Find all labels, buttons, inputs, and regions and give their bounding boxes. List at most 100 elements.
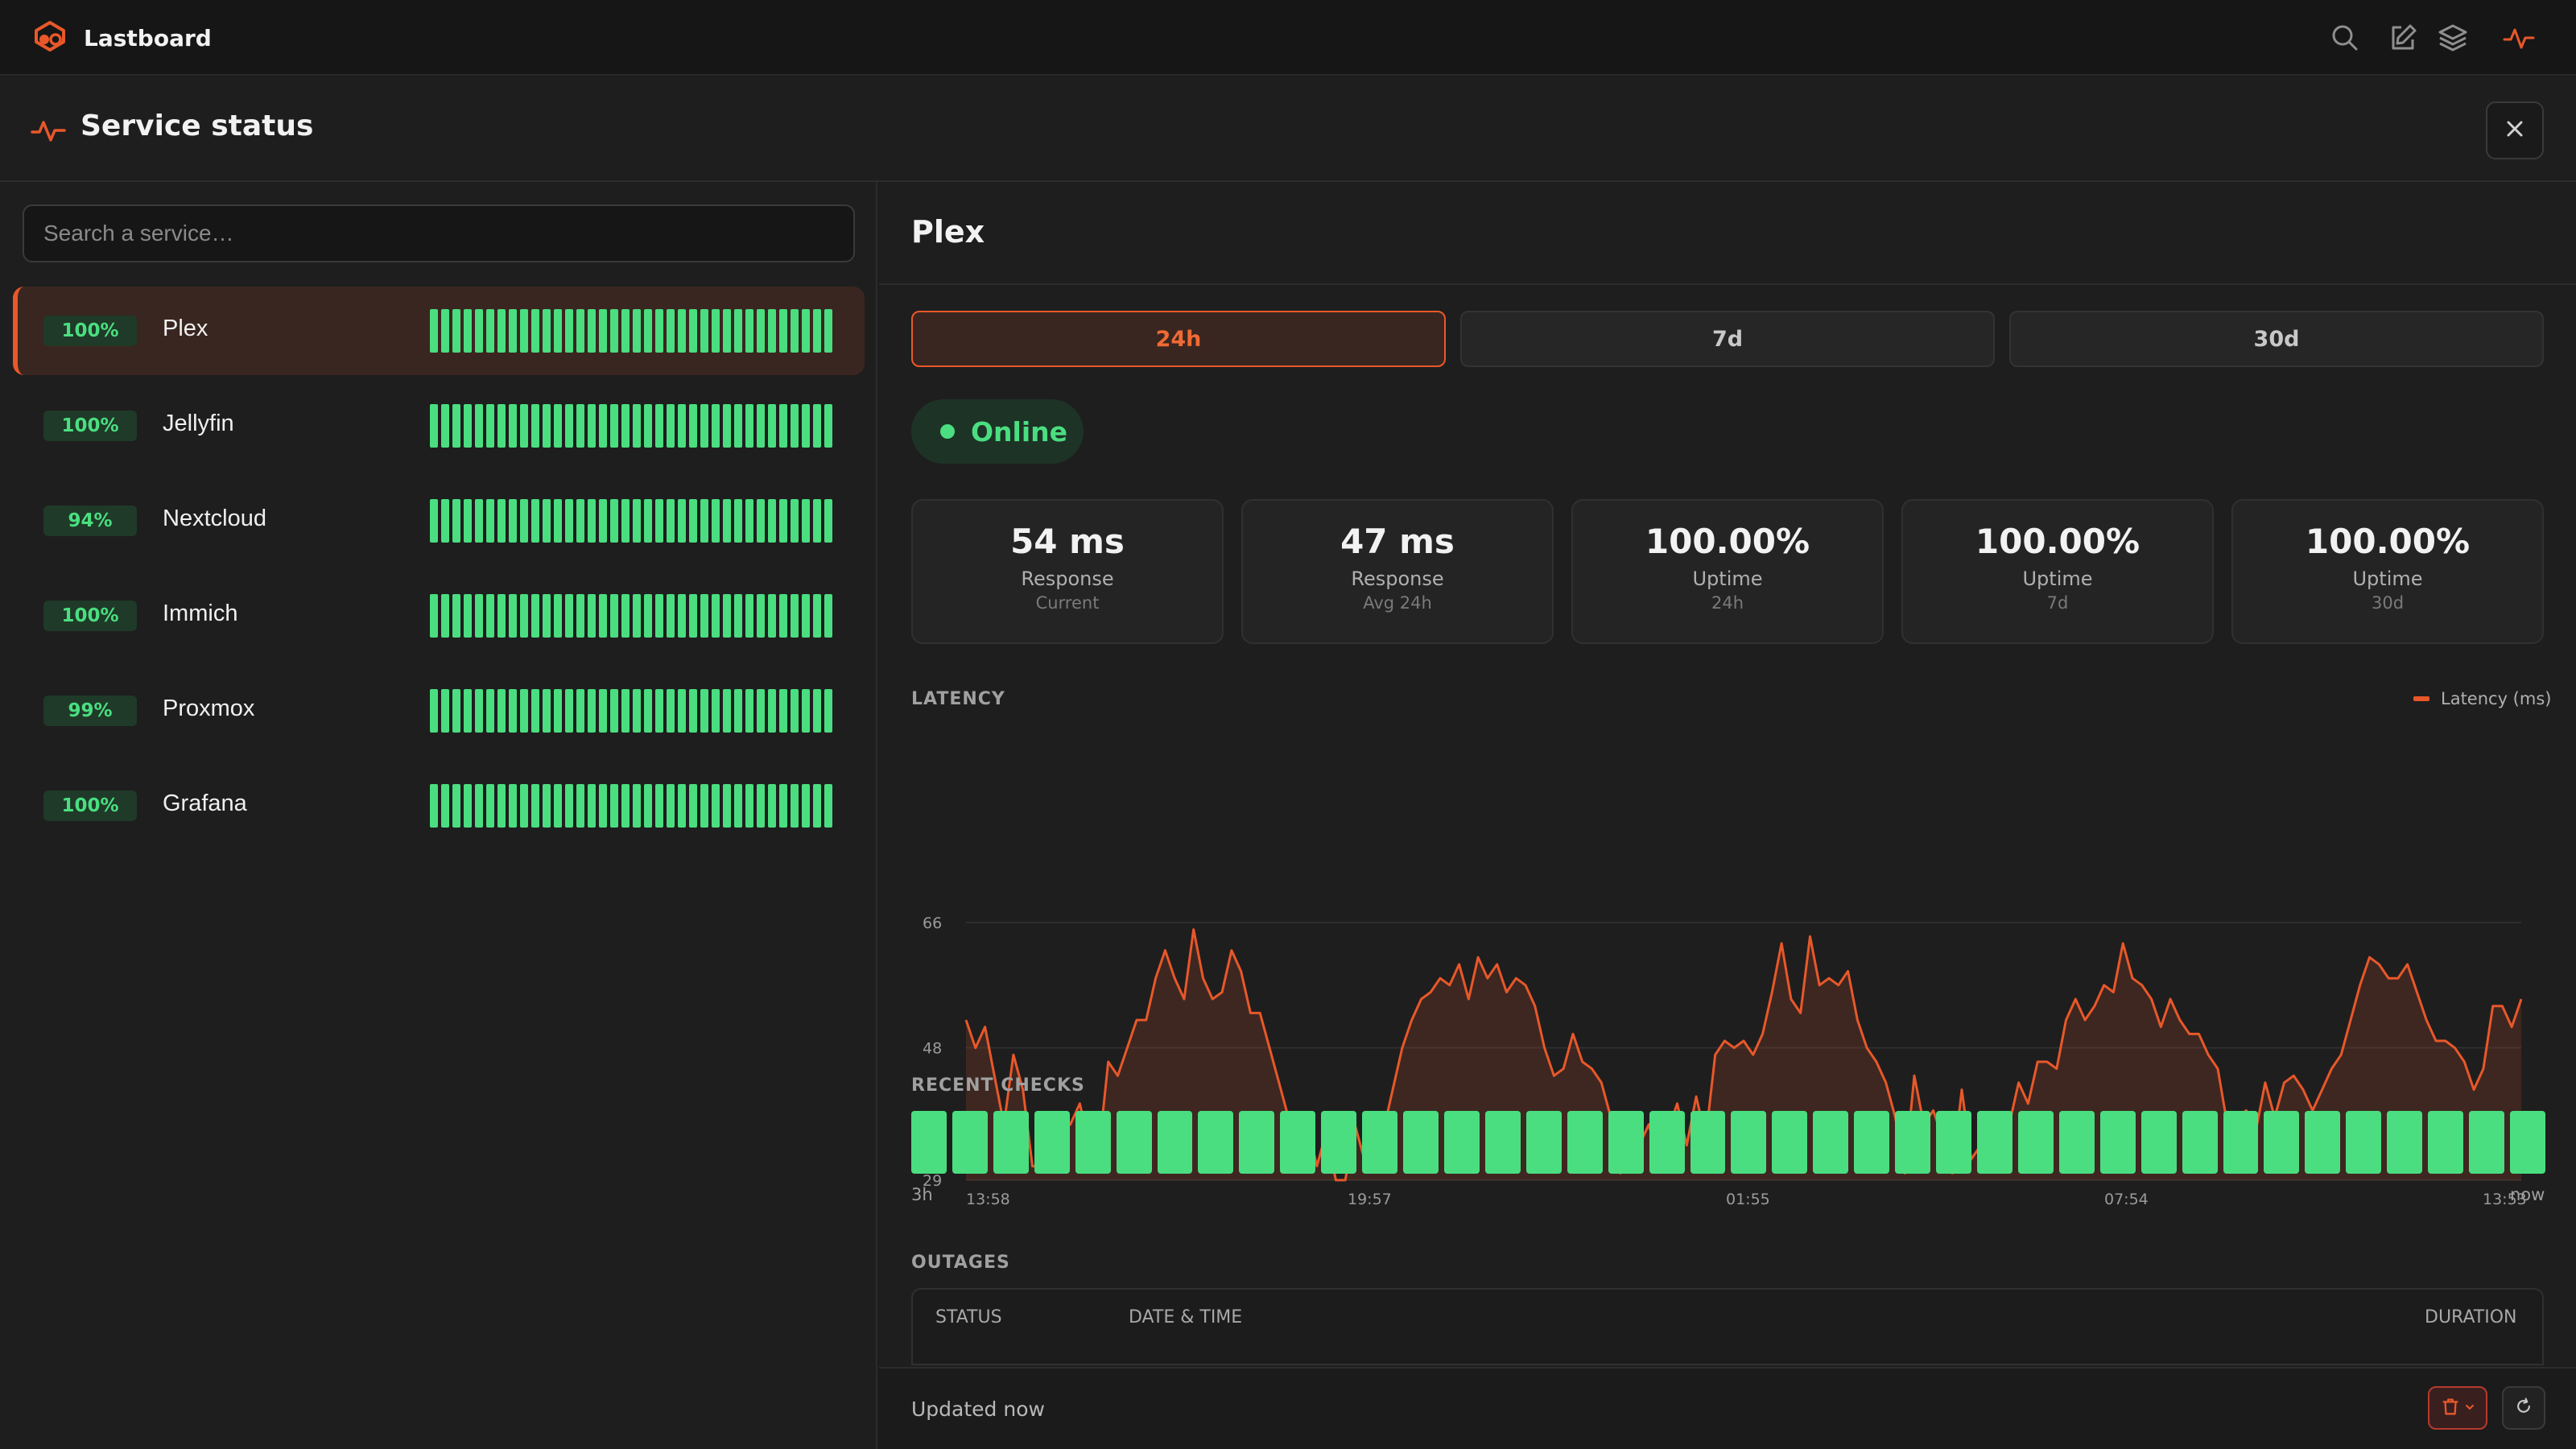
stat-value: 47 ms (1340, 522, 1455, 561)
service-row-grafana[interactable]: 100% Grafana (13, 762, 865, 850)
layers-icon[interactable] (2434, 19, 2471, 56)
column-header-datetime[interactable]: DATE & TIME (1129, 1307, 1243, 1327)
uptime-history-bars (430, 499, 832, 543)
stat-value: 100.00% (2305, 522, 2471, 561)
uptime-history-bar (464, 499, 472, 543)
uptime-history-bar (621, 784, 630, 828)
check-bar (2469, 1111, 2504, 1174)
search-icon[interactable] (2326, 19, 2363, 56)
uptime-history-bar (441, 784, 449, 828)
uptime-history-bar (475, 689, 483, 733)
tab-24h[interactable]: 24h (911, 311, 1446, 367)
stat-sub: 24h (1711, 593, 1744, 613)
uptime-history-bar (667, 594, 675, 638)
recent-checks-label: RECENT CHECKS (911, 1075, 1085, 1096)
brand[interactable]: Lastboard (32, 21, 212, 55)
uptime-history-bar (520, 404, 528, 448)
close-icon (2503, 117, 2527, 144)
uptime-history-bar (734, 594, 742, 638)
service-name: Proxmox (163, 696, 255, 721)
uptime-history-bar (734, 689, 742, 733)
uptime-history-bar (644, 594, 652, 638)
check-bar (2264, 1111, 2300, 1174)
stat-card-uptime-7d: 100.00% Uptime 7d (1901, 499, 2214, 644)
column-header-status[interactable]: STATUS (935, 1307, 1002, 1327)
uptime-history-bar (813, 594, 821, 638)
uptime-history-bar (757, 499, 765, 543)
uptime-badge: 100% (43, 791, 137, 821)
x-tick-label: 01:55 (1726, 1191, 1770, 1208)
service-row-plex[interactable]: 100% Plex (13, 287, 865, 375)
uptime-history-bar (497, 594, 506, 638)
service-name: Plex (163, 316, 208, 341)
tab-7d[interactable]: 7d (1460, 311, 1995, 367)
check-bar (1649, 1111, 1685, 1174)
uptime-history-bar (588, 404, 596, 448)
range-tabs: 24h 7d 30d (911, 311, 2544, 367)
uptime-history-bar (700, 499, 708, 543)
refresh-button[interactable] (2502, 1386, 2545, 1430)
uptime-history-bar (497, 689, 506, 733)
uptime-history-bar (689, 594, 697, 638)
uptime-history-bar (610, 689, 618, 733)
tab-30d[interactable]: 30d (2009, 311, 2544, 367)
service-row-immich[interactable]: 100% Immich (13, 572, 865, 660)
uptime-history-bar (633, 499, 641, 543)
check-bar (1443, 1111, 1480, 1174)
uptime-history-bar (734, 404, 742, 448)
uptime-history-bar (554, 309, 562, 353)
clear-history-button[interactable] (2428, 1386, 2487, 1430)
uptime-history-bar (757, 404, 765, 448)
check-bar (1731, 1111, 1767, 1174)
uptime-history-bar (610, 594, 618, 638)
uptime-badge: 99% (43, 696, 137, 726)
recent-checks-strip (911, 1111, 2545, 1174)
uptime-history-bar (644, 404, 652, 448)
uptime-history-bar (779, 404, 787, 448)
uptime-history-bar (565, 784, 573, 828)
check-bar (1362, 1111, 1398, 1174)
uptime-history-bar (520, 594, 528, 638)
uptime-history-bar (475, 404, 483, 448)
uptime-badge: 100% (43, 601, 137, 631)
uptime-history-bar (667, 499, 675, 543)
uptime-history-bar (486, 309, 494, 353)
activity-icon[interactable] (2500, 19, 2537, 56)
uptime-history-bar (588, 689, 596, 733)
page-header: Service status (0, 77, 2576, 182)
uptime-history-bar (802, 404, 810, 448)
refresh-icon (2514, 1397, 2533, 1419)
uptime-history-bar (633, 689, 641, 733)
uptime-history-bar (655, 784, 663, 828)
uptime-history-bar (475, 499, 483, 543)
edit-icon[interactable] (2384, 19, 2421, 56)
uptime-history-bar (779, 784, 787, 828)
uptime-history-bar (824, 689, 832, 733)
uptime-history-bar (621, 594, 630, 638)
uptime-history-bar (554, 594, 562, 638)
checks-end-label: now (2510, 1185, 2545, 1204)
status-badge: Online (911, 399, 1084, 464)
uptime-history-bar (667, 404, 675, 448)
service-row-nextcloud[interactable]: 94% Nextcloud (13, 477, 865, 565)
stat-card-uptime-24h: 100.00% Uptime 24h (1571, 499, 1884, 644)
uptime-history-bar (723, 689, 731, 733)
uptime-history-bar (441, 309, 449, 353)
uptime-history-bar (599, 404, 607, 448)
uptime-history-bar (667, 689, 675, 733)
uptime-history-bar (779, 594, 787, 638)
search-input[interactable] (23, 204, 855, 262)
service-row-jellyfin[interactable]: 100% Jellyfin (13, 382, 865, 470)
uptime-history-bar (565, 499, 573, 543)
close-button[interactable] (2486, 101, 2544, 159)
status-text: Online (971, 415, 1068, 448)
uptime-history-bar (791, 594, 799, 638)
column-header-duration[interactable]: DURATION (2425, 1307, 2517, 1327)
uptime-history-bar (509, 309, 517, 353)
uptime-history-bar (565, 309, 573, 353)
uptime-history-bar (452, 499, 460, 543)
uptime-history-bar (745, 404, 753, 448)
service-row-proxmox[interactable]: 99% Proxmox (13, 667, 865, 755)
check-bar (2509, 1111, 2545, 1174)
uptime-history-bar (565, 404, 573, 448)
